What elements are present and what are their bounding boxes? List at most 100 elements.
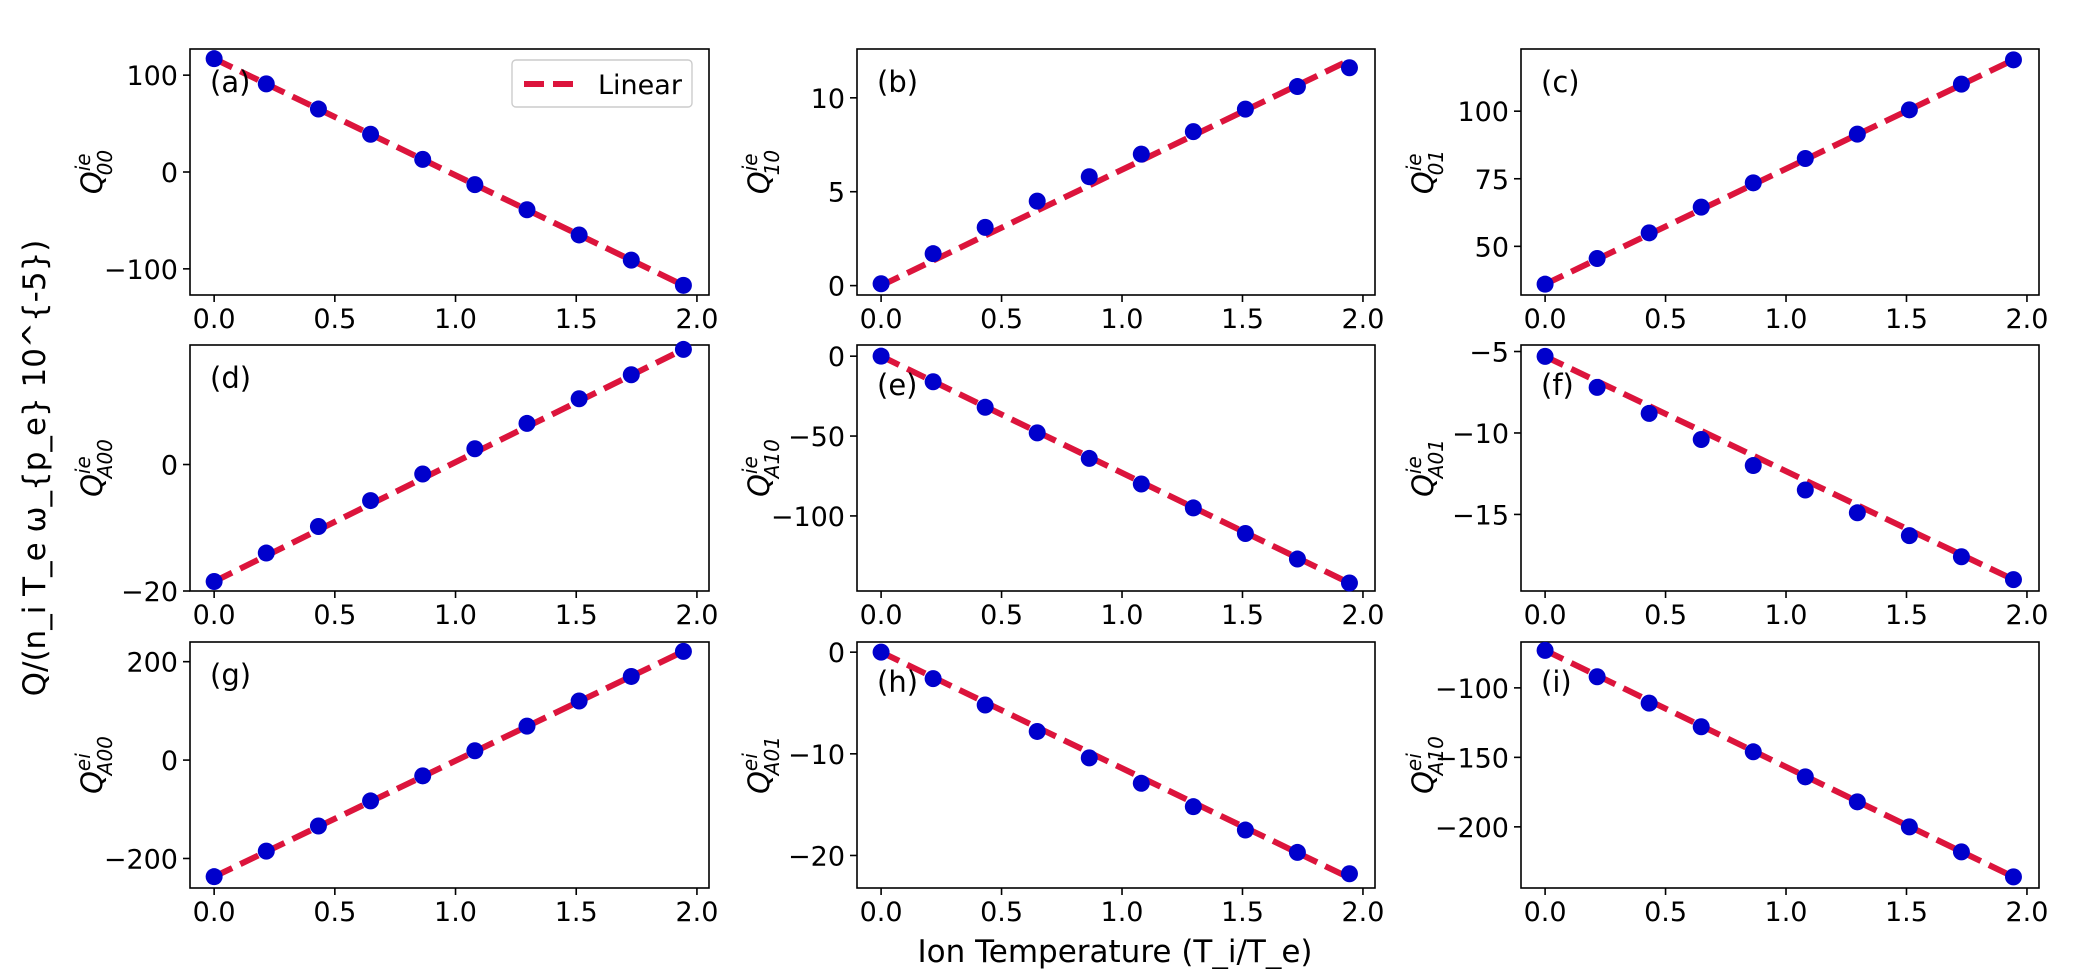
y-tick-label: −200 <box>1435 813 1509 844</box>
y-tick-label: 75 <box>1475 165 1509 196</box>
x-tick-label: 2.0 <box>2005 600 2048 631</box>
y-tick-label: 10 <box>811 84 845 115</box>
y-tick-label: 0 <box>161 451 178 482</box>
y-tick-label: −10 <box>1452 419 1509 450</box>
x-tick-label: 1.0 <box>434 600 477 631</box>
data-point <box>1900 818 1918 836</box>
y-tick-label: −200 <box>104 844 178 875</box>
y-tick-label: 0 <box>828 272 845 303</box>
x-tick-label: 1.5 <box>555 304 598 335</box>
y-label-subscript: A10 <box>760 439 784 480</box>
x-tick-label: 1.0 <box>1101 600 1144 631</box>
data-point <box>976 218 994 236</box>
x-tick-label: 1.0 <box>1101 897 1144 928</box>
data-point <box>1640 404 1658 422</box>
panel-a: 0.0 0.5 1.0 1.5 2.0 −100 0 100 (a) Qie00 Linear <box>71 48 718 335</box>
x-tick-label: 1.5 <box>1885 897 1928 928</box>
data-point <box>872 275 890 293</box>
data-point <box>414 465 432 483</box>
data-point <box>1288 78 1306 96</box>
x-tick-label: 0.0 <box>860 600 903 631</box>
data-point <box>872 643 890 661</box>
data-point <box>570 390 588 408</box>
x-tick-label: 2.0 <box>675 897 718 928</box>
data-point <box>1028 722 1046 740</box>
legend-label: Linear <box>598 70 683 101</box>
x-tick-label: 1.5 <box>1221 304 1264 335</box>
y-tick-label: 100 <box>126 61 178 92</box>
data-point <box>1132 145 1150 163</box>
legend: Linear <box>511 59 693 108</box>
y-tick-label: 0 <box>828 342 845 373</box>
data-point <box>1288 550 1306 568</box>
data-point <box>1080 168 1098 186</box>
y-label-subscript: A00 <box>93 439 117 480</box>
data-point <box>1236 821 1254 839</box>
x-tick-label: 1.0 <box>434 897 477 928</box>
x-tick-label: 0.5 <box>980 600 1023 631</box>
data-point <box>1132 475 1150 493</box>
y-label-symbol: Q <box>75 171 109 194</box>
x-tick-label: 0.0 <box>193 897 236 928</box>
x-tick-label: 0.0 <box>860 897 903 928</box>
data-point <box>205 573 223 591</box>
data-point <box>1028 192 1046 210</box>
y-label-symbol: Q <box>742 171 776 194</box>
x-tick-label: 1.5 <box>1885 600 1928 631</box>
panel-label: (g) <box>210 658 251 692</box>
data-point <box>674 276 692 294</box>
data-point <box>466 176 484 194</box>
data-point <box>674 642 692 660</box>
data-point <box>1796 768 1814 786</box>
data-point <box>466 742 484 760</box>
x-tick-label: 0.5 <box>313 600 356 631</box>
x-tick-label: 0.5 <box>1644 600 1687 631</box>
y-axis-label: QeiA10 <box>1402 736 1448 794</box>
data-point <box>872 347 890 365</box>
data-point <box>1848 793 1866 811</box>
data-point <box>1796 149 1814 167</box>
data-point <box>257 544 275 562</box>
y-label-subscript: 01 <box>1424 150 1448 175</box>
y-label-superscript: ie <box>738 153 762 171</box>
y-axis-label: QeiA00 <box>71 736 117 794</box>
data-point <box>1744 457 1762 475</box>
data-point <box>1236 100 1254 118</box>
y-label-subscript: A00 <box>93 736 117 777</box>
y-tick-label: 100 <box>1457 97 1509 128</box>
panel-label: (d) <box>210 361 251 395</box>
data-point <box>1340 865 1358 883</box>
x-tick-label: 1.5 <box>555 897 598 928</box>
y-label-superscript: ei <box>1402 753 1426 771</box>
data-point <box>2004 571 2022 589</box>
data-point <box>1028 424 1046 442</box>
data-point <box>1184 798 1202 816</box>
data-point <box>309 817 327 835</box>
x-tick-label: 0.0 <box>1524 600 1567 631</box>
x-tick-label: 2.0 <box>1341 304 1384 335</box>
y-axis-label: QieA10 <box>738 439 784 497</box>
x-tick-label: 2.0 <box>675 600 718 631</box>
data-point <box>1132 774 1150 792</box>
x-tick-label: 0.5 <box>1644 304 1687 335</box>
panel-h: 0.0 0.5 1.0 1.5 2.0 −20 −10 0 (h) QeiA01 <box>738 638 1384 928</box>
panel-i: 0.0 0.5 1.0 1.5 2.0 −200 −150 −100 (i) QeiA10 <box>1402 641 2048 928</box>
y-label-superscript: ei <box>738 753 762 771</box>
y-label-subscript: A01 <box>1424 439 1448 480</box>
x-tick-label: 1.0 <box>1101 304 1144 335</box>
y-label-symbol: Q <box>1406 474 1440 497</box>
data-point <box>1952 75 1970 93</box>
y-label-symbol: Q <box>75 474 109 497</box>
data-point <box>362 492 380 510</box>
data-point <box>1692 430 1710 448</box>
data-point <box>924 373 942 391</box>
data-point <box>414 150 432 168</box>
data-point <box>1288 843 1306 861</box>
data-point <box>1080 749 1098 767</box>
data-point <box>518 201 536 219</box>
y-tick-label: 0 <box>161 746 178 777</box>
data-point <box>570 692 588 710</box>
data-point <box>1744 743 1762 761</box>
data-point <box>466 440 484 458</box>
